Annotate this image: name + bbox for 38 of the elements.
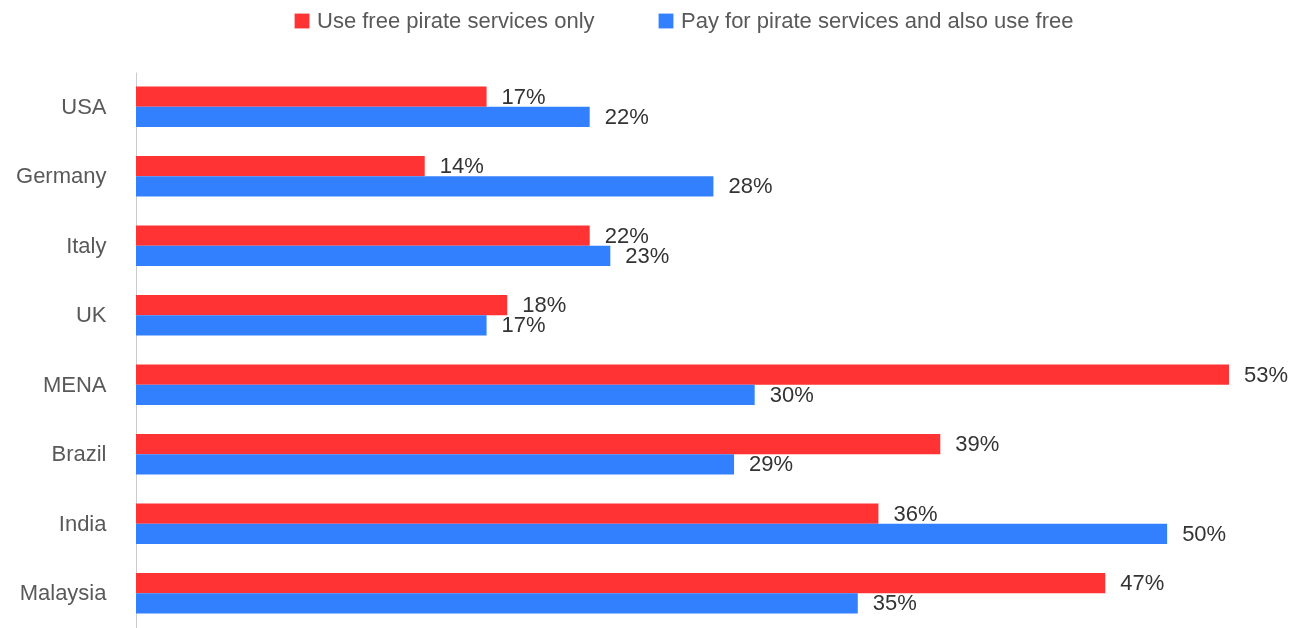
y-tick-label: Malaysia (19, 580, 108, 606)
bar (136, 573, 1106, 594)
y-tick-label: Brazil (51, 441, 107, 467)
bar (136, 225, 590, 246)
bar (136, 156, 425, 177)
legend-label: Use free pirate services only (317, 8, 595, 33)
y-tick-label: UK (75, 302, 107, 328)
bar (136, 434, 941, 455)
bar (136, 176, 714, 197)
bar (136, 503, 879, 524)
bar (136, 315, 487, 336)
data-label: 30% (769, 381, 814, 407)
data-label: 47% (1120, 570, 1165, 596)
y-tick-label: USA (61, 93, 107, 119)
data-label: 14% (439, 153, 484, 179)
data-label: 50% (1182, 520, 1227, 546)
bar (136, 86, 487, 107)
bar (136, 384, 755, 405)
data-label: 36% (893, 500, 938, 526)
bar (136, 106, 590, 127)
data-label: 35% (872, 590, 917, 616)
bar (136, 454, 735, 475)
data-label: 29% (749, 451, 794, 477)
y-tick-label: Germany (16, 163, 107, 189)
bar (136, 364, 1229, 385)
legend-label: Pay for pirate services and also use free (681, 8, 1074, 33)
y-tick-label: MENA (42, 371, 107, 397)
bar (136, 295, 508, 316)
y-tick-label: Italy (66, 232, 107, 258)
bar (136, 245, 611, 266)
bar (136, 593, 858, 614)
data-label: 17% (501, 83, 546, 109)
y-tick-label: India (58, 510, 108, 536)
data-label: 22% (604, 103, 649, 129)
data-label: 39% (955, 431, 1000, 457)
data-label: 53% (1244, 361, 1289, 387)
data-label: 28% (728, 173, 773, 199)
bar (136, 523, 1168, 544)
